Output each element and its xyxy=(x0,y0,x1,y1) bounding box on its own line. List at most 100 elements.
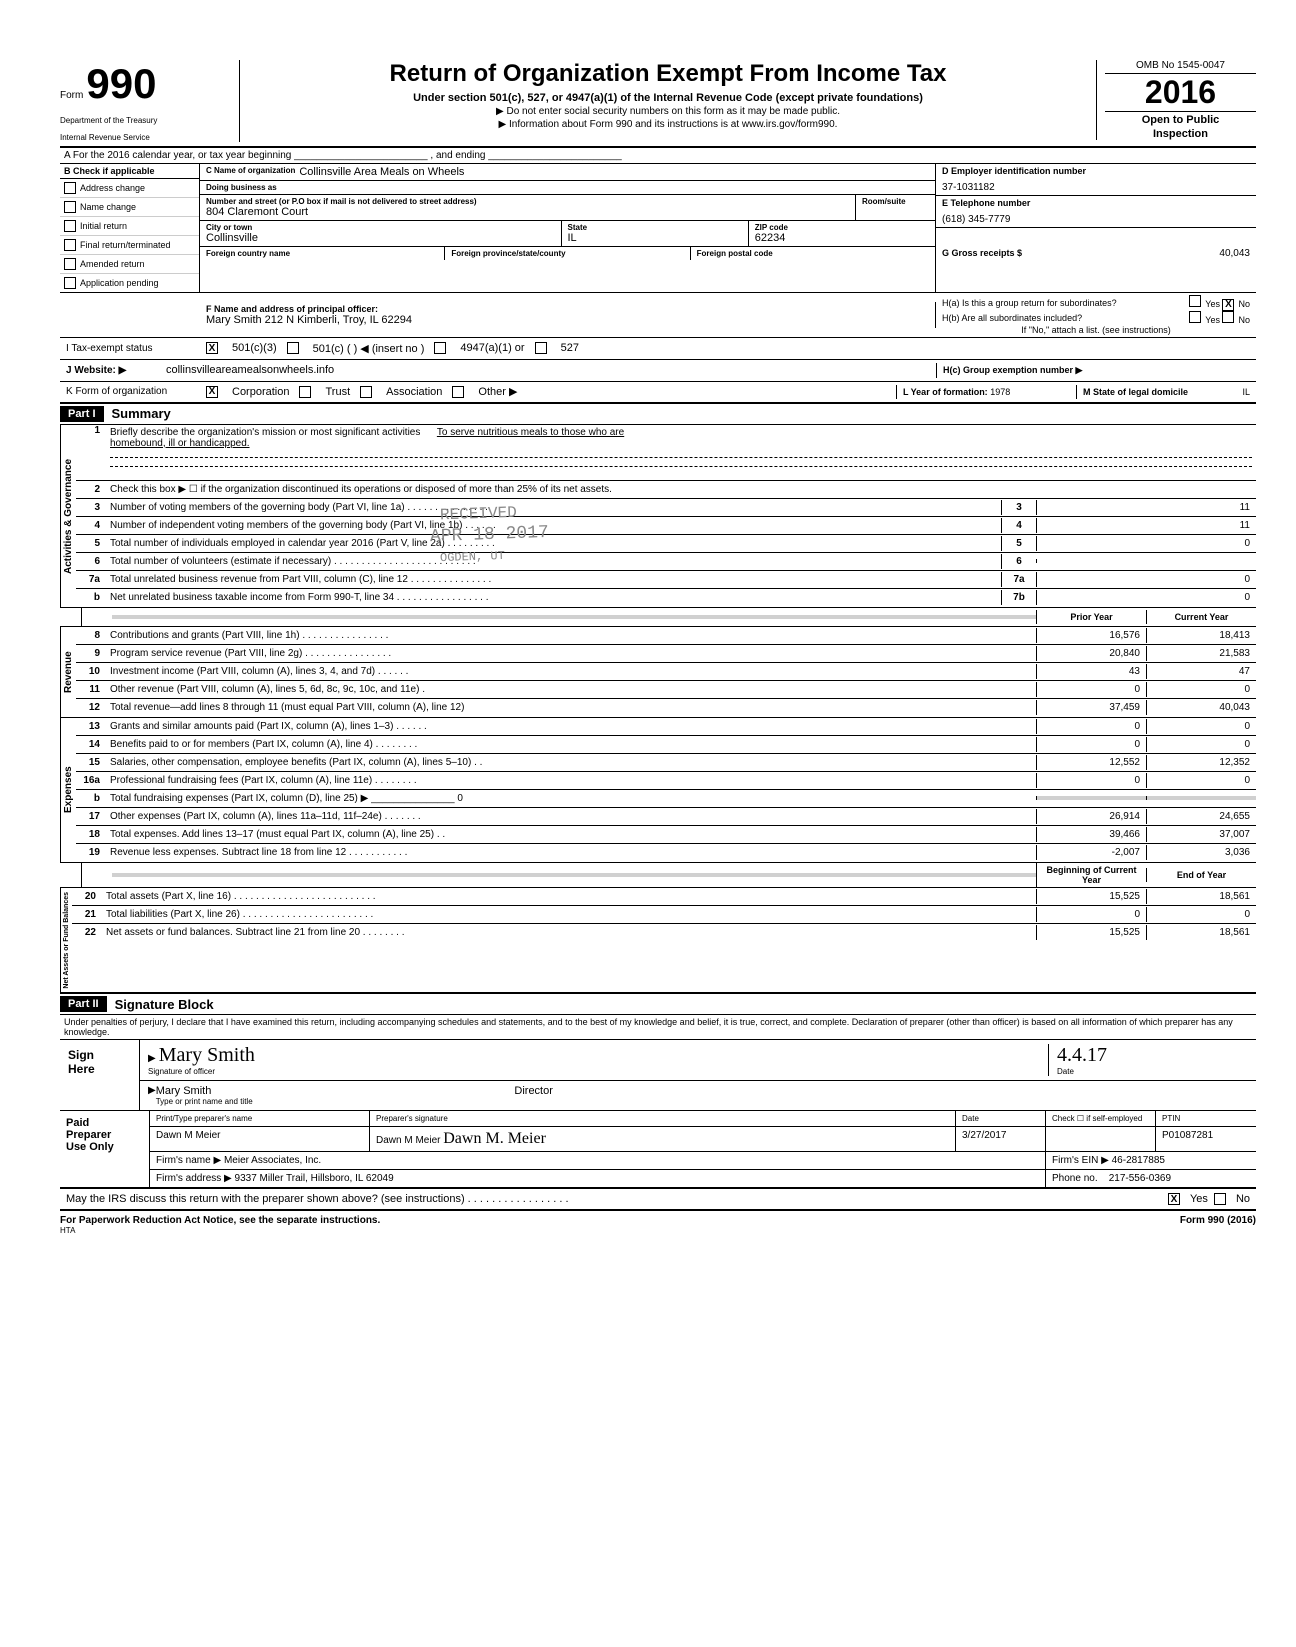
part-2-label: Part II xyxy=(60,996,107,1012)
here-word: Here xyxy=(68,1062,131,1076)
row-a-text: A For the 2016 calendar year, or tax yea… xyxy=(60,148,1256,163)
prep-header-row: Print/Type preparer's name Preparer's si… xyxy=(150,1111,1256,1127)
city-row: City or townCollinsville StateIL ZIP cod… xyxy=(200,221,935,247)
cb-initial-return[interactable]: Initial return xyxy=(60,217,199,236)
open-public-1: Open to Public xyxy=(1105,111,1256,126)
preparer-block: Paid Preparer Use Only Print/Type prepar… xyxy=(60,1111,1256,1189)
checkbox-icon[interactable]: X xyxy=(1168,1193,1180,1205)
summary-row: 13Grants and similar amounts paid (Part … xyxy=(76,718,1256,736)
summary-netassets-header: Beginning of Current Year End of Year xyxy=(60,863,1256,888)
checkbox-icon[interactable]: X xyxy=(1222,299,1234,311)
checkbox-icon[interactable] xyxy=(535,342,547,354)
cb-amended[interactable]: Amended return xyxy=(60,255,199,274)
opt-4947: 4947(a)(1) or xyxy=(460,342,524,354)
sr-num: 3 xyxy=(76,502,106,513)
summary-row: 20Total assets (Part X, line 16) . . . .… xyxy=(72,888,1256,906)
opt-assoc: Association xyxy=(386,386,442,398)
sr-num: 13 xyxy=(76,721,106,732)
form-note-2: ▶ Information about Form 990 and its ins… xyxy=(250,119,1086,130)
summary-col-headers: Prior Year Current Year xyxy=(60,608,1256,627)
sr-prior: 37,459 xyxy=(1036,700,1146,715)
room-label: Room/suite xyxy=(862,197,929,206)
summary-row: 15Salaries, other compensation, employee… xyxy=(76,754,1256,772)
opt-527: 527 xyxy=(561,342,579,354)
gov-label: Activities & Governance xyxy=(60,425,76,607)
prep-check-header: Check ☐ if self-employed xyxy=(1046,1111,1156,1126)
footer-row: For Paperwork Reduction Act Notice, see … xyxy=(60,1211,1256,1226)
sr-num: b xyxy=(76,793,106,804)
summary-row: bTotal fundraising expenses (Part IX, co… xyxy=(76,790,1256,808)
col-b-header: B Check if applicable xyxy=(60,164,199,179)
sr-desc: Briefly describe the organization's miss… xyxy=(106,425,1256,469)
foreign-prov-label: Foreign province/state/county xyxy=(451,249,683,258)
sr-prior: 15,525 xyxy=(1036,889,1146,904)
checkbox-icon xyxy=(64,258,76,270)
sr-prior: 0 xyxy=(1036,737,1146,752)
firm-label: Firm's name ▶ xyxy=(156,1155,221,1166)
form-note-1: ▶ Do not enter social security numbers o… xyxy=(250,106,1086,117)
sr-desc: Net assets or fund balances. Subtract li… xyxy=(102,925,1036,940)
row-k: K Form of organization XCorporation Trus… xyxy=(60,382,1256,404)
expenses-label: Expenses xyxy=(60,718,76,862)
sr-current: 0 xyxy=(1146,719,1256,734)
cb-application-pending[interactable]: Application pending xyxy=(60,274,199,292)
cb-name-change[interactable]: Name change xyxy=(60,198,199,217)
sign-word: Sign xyxy=(68,1048,131,1062)
sr-num: 16a xyxy=(76,775,106,786)
sr-desc: Total number of volunteers (estimate if … xyxy=(106,554,1001,569)
sr-num: 19 xyxy=(76,847,106,858)
phone-row: E Telephone number (618) 345-7779 xyxy=(936,196,1256,228)
firm-phone-label: Phone no. xyxy=(1052,1173,1098,1184)
sr-desc: Grants and similar amounts paid (Part IX… xyxy=(106,719,1036,734)
checkbox-icon[interactable] xyxy=(360,386,372,398)
firm-addr: 9337 Miller Trail, Hillsboro, IL 62049 xyxy=(235,1173,394,1184)
checkbox-icon[interactable] xyxy=(1189,295,1201,307)
checkbox-icon[interactable] xyxy=(434,342,446,354)
part-1-label: Part I xyxy=(60,406,104,422)
summary-row: 8Contributions and grants (Part VIII, li… xyxy=(76,627,1256,645)
checkbox-icon[interactable] xyxy=(299,386,311,398)
checkbox-icon[interactable] xyxy=(1189,311,1201,323)
opt-other: Other ▶ xyxy=(478,385,517,398)
checkbox-icon[interactable] xyxy=(452,386,464,398)
summary-row: 17Other expenses (Part IX, column (A), l… xyxy=(76,808,1256,826)
sr-val: 0 xyxy=(1036,572,1256,587)
officer-title: Director xyxy=(514,1085,553,1097)
sr-val xyxy=(1036,559,1256,563)
prep-sig-print: Dawn M Meier xyxy=(376,1135,440,1146)
dba-row: Doing business as xyxy=(200,181,935,195)
sr-num: b xyxy=(76,592,106,603)
year-prefix: 20 xyxy=(1145,74,1181,110)
sr-current: 12,352 xyxy=(1146,755,1256,770)
checkbox-icon[interactable] xyxy=(287,342,299,354)
sr-desc: Salaries, other compensation, employee b… xyxy=(106,755,1036,770)
sr-desc: Number of voting members of the governin… xyxy=(106,500,1001,515)
sr-num: 10 xyxy=(76,666,106,677)
checkbox-icon[interactable]: X xyxy=(206,386,218,398)
sr-num: 8 xyxy=(76,630,106,641)
sr-current: 21,583 xyxy=(1146,646,1256,661)
part-1-title: Summary xyxy=(112,406,171,421)
prep-name-header: Print/Type preparer's name xyxy=(150,1111,370,1126)
cb-address-change[interactable]: Address change xyxy=(60,179,199,198)
form-ref: Form 990 (2016) xyxy=(1180,1215,1256,1226)
sr-val: 0 xyxy=(1036,536,1256,551)
sr-box: 6 xyxy=(1001,554,1036,569)
sr-current: 37,007 xyxy=(1146,827,1256,842)
sr-prior: 0 xyxy=(1036,907,1146,922)
summary-row: 22Net assets or fund balances. Subtract … xyxy=(72,924,1256,942)
checkbox-icon[interactable]: X xyxy=(206,342,218,354)
omb-number: OMB No 1545-0047 xyxy=(1105,60,1256,74)
begin-year-header: Beginning of Current Year xyxy=(1036,863,1146,887)
sr-prior: 43 xyxy=(1036,664,1146,679)
sr-desc: Number of independent voting members of … xyxy=(106,518,1001,533)
dept-treasury: Department of the Treasury xyxy=(60,116,231,125)
sig-date: 4.4.17 xyxy=(1057,1044,1107,1066)
sr-desc: Other expenses (Part IX, column (A), lin… xyxy=(106,809,1036,824)
cb-final-return[interactable]: Final return/terminated xyxy=(60,236,199,255)
checkbox-icon[interactable] xyxy=(1222,311,1234,323)
checkbox-icon[interactable] xyxy=(1214,1193,1226,1205)
sr-num: 1 xyxy=(76,425,106,436)
m-value: IL xyxy=(1242,387,1250,397)
gross-value: 40,043 xyxy=(1219,248,1250,259)
